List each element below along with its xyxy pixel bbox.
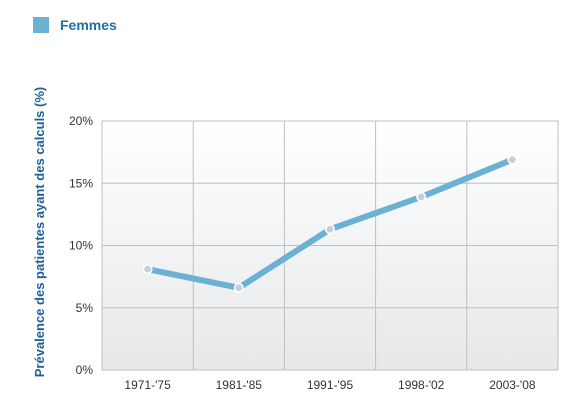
data-point [416, 191, 427, 202]
y-tick-label: 20% [69, 114, 93, 128]
y-tick-label: 5% [76, 301, 94, 315]
data-point [324, 224, 335, 235]
y-tick-label: 10% [69, 239, 93, 253]
data-point [233, 282, 244, 293]
x-tick-label: 2003-'08 [489, 378, 536, 392]
grid [101, 120, 559, 371]
x-tick-label: 1991-'95 [307, 378, 354, 392]
data-point [142, 264, 153, 275]
legend: Femmes [33, 17, 117, 33]
x-tick-label: 1981-'85 [216, 378, 263, 392]
x-tick-label: 1998-'02 [398, 378, 445, 392]
y-axis-ticks: 0% 5% 10% 15% 20% [69, 114, 93, 377]
data-point [507, 154, 518, 165]
legend-swatch [33, 17, 49, 33]
x-axis-ticks: 1971-'75 1981-'85 1991-'95 1998-'02 2003-'08 [124, 378, 535, 392]
y-tick-label: 0% [76, 363, 94, 377]
y-tick-label: 15% [69, 176, 93, 190]
x-tick-label: 1971-'75 [124, 378, 171, 392]
series-femmes [142, 154, 518, 293]
y-axis-title: Prévalence des patientes ayant des calcu… [32, 87, 47, 377]
legend-label: Femmes [60, 17, 117, 33]
